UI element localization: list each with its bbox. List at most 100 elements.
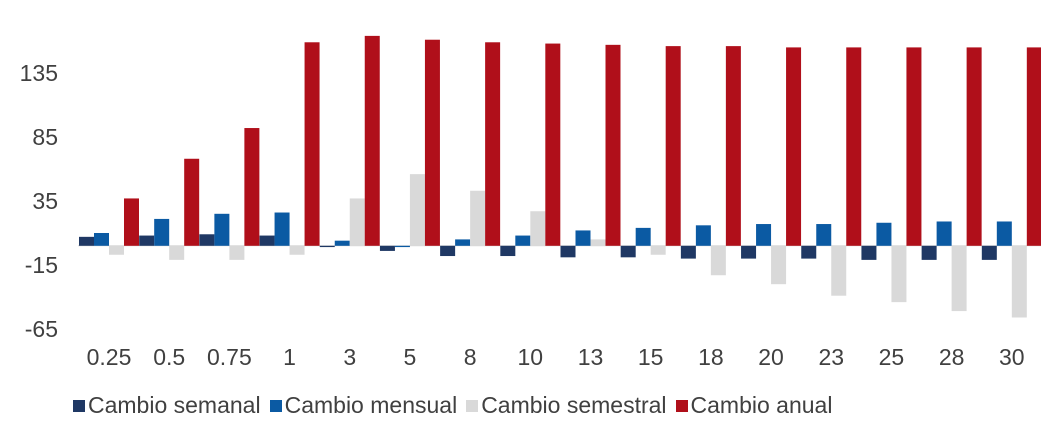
x-tick-label: 0.25 bbox=[87, 344, 132, 370]
bar-cambio-mensual bbox=[996, 221, 1012, 246]
bar-cambio-mensual bbox=[575, 230, 591, 246]
bar-cambio-mensual bbox=[214, 213, 230, 246]
bar-cambio-semanal bbox=[921, 245, 937, 260]
y-tick-label: -65 bbox=[25, 316, 58, 342]
bar-cambio-semestral bbox=[169, 245, 185, 260]
bar-cambio-anual bbox=[966, 47, 982, 246]
bar-cambio-mensual bbox=[515, 235, 531, 246]
bar-cambio-semanal bbox=[379, 245, 395, 251]
bar-cambio-semestral bbox=[470, 190, 486, 246]
bar-cambio-mensual bbox=[455, 239, 471, 246]
legend-label: Cambio mensual bbox=[284, 392, 458, 418]
bar-cambio-semanal bbox=[981, 245, 997, 260]
bar-cambio-semestral bbox=[771, 245, 787, 285]
x-tick-label: 10 bbox=[518, 344, 544, 370]
bar-cambio-semanal bbox=[440, 245, 456, 257]
bar-cambio-mensual bbox=[394, 245, 410, 248]
bar-cambio-semanal bbox=[680, 245, 696, 259]
bar-series bbox=[79, 35, 1041, 318]
legend-item: Cambio mensual bbox=[269, 392, 458, 419]
legend-swatch bbox=[269, 399, 282, 412]
bar-cambio-semestral bbox=[650, 245, 666, 255]
bar-cambio-semestral bbox=[1011, 245, 1027, 318]
legend-swatch bbox=[675, 399, 688, 412]
bar-cambio-anual bbox=[184, 158, 200, 246]
bar-cambio-anual bbox=[665, 46, 681, 246]
bar-cambio-semestral bbox=[831, 245, 847, 296]
legend-swatch bbox=[73, 399, 85, 412]
bar-cambio-semestral bbox=[710, 245, 726, 276]
bar-cambio-semanal bbox=[500, 245, 516, 257]
bar-cambio-semanal bbox=[199, 234, 215, 246]
bar-cambio-semestral bbox=[891, 245, 907, 303]
bar-cambio-mensual bbox=[756, 224, 772, 246]
bar-cambio-anual bbox=[485, 42, 501, 246]
bar-cambio-semestral bbox=[349, 198, 365, 246]
x-tick-label: 15 bbox=[638, 344, 664, 370]
bar-cambio-mensual bbox=[816, 224, 832, 246]
bar-cambio-semestral bbox=[409, 174, 425, 246]
legend-item: Cambio semestral bbox=[466, 392, 667, 419]
y-tick-label: 135 bbox=[20, 60, 58, 86]
legend: Cambio semanal Cambio mensual Cambio semes… bbox=[73, 392, 841, 419]
y-tick-label: 85 bbox=[32, 124, 58, 150]
legend-swatch bbox=[466, 399, 479, 412]
x-tick-label: 23 bbox=[818, 344, 844, 370]
x-tick-label: 20 bbox=[758, 344, 784, 370]
bar-cambio-anual bbox=[244, 128, 260, 246]
bar-cambio-semestral bbox=[590, 239, 606, 246]
x-axis-tick-labels: 0.25 0.5 0.75 1 3 5 8 10 13 15 18 20 23 25 28 30 bbox=[87, 344, 1025, 370]
bar-cambio-mensual bbox=[274, 212, 290, 246]
bar-cambio-anual bbox=[906, 47, 922, 246]
bar-cambio-anual bbox=[545, 43, 561, 246]
x-tick-label: 30 bbox=[999, 344, 1025, 370]
y-tick-label: 35 bbox=[32, 188, 58, 214]
bar-cambio-mensual bbox=[334, 240, 350, 246]
bar-cambio-mensual bbox=[695, 225, 711, 246]
x-tick-label: 5 bbox=[404, 344, 417, 370]
bar-cambio-semanal bbox=[861, 245, 877, 260]
bar-cambio-semanal bbox=[560, 245, 576, 258]
bar-cambio-mensual bbox=[876, 222, 892, 246]
x-tick-label: 18 bbox=[698, 344, 724, 370]
bar-cambio-semanal bbox=[741, 245, 757, 259]
bar-cambio-anual bbox=[304, 42, 320, 246]
bar-cambio-mensual bbox=[154, 218, 170, 246]
bar-cambio-mensual bbox=[635, 227, 651, 246]
legend-label: Cambio semestral bbox=[481, 392, 667, 418]
bar-cambio-anual bbox=[605, 44, 621, 246]
bar-cambio-semestral bbox=[289, 245, 305, 255]
bar-cambio-semestral bbox=[530, 211, 546, 246]
bar-cambio-anual bbox=[124, 198, 139, 246]
bar-cambio-anual bbox=[424, 39, 440, 246]
y-tick-label: -15 bbox=[25, 252, 58, 278]
x-tick-label: 28 bbox=[939, 344, 965, 370]
bar-cambio-anual bbox=[786, 47, 802, 246]
x-tick-label: 8 bbox=[464, 344, 477, 370]
x-tick-label: 0.75 bbox=[207, 344, 252, 370]
bar-cambio-semanal bbox=[259, 235, 275, 246]
bar-cambio-anual bbox=[846, 47, 862, 246]
bar-cambio-mensual bbox=[94, 233, 109, 246]
x-tick-label: 13 bbox=[578, 344, 604, 370]
legend-label: Cambio semanal bbox=[88, 392, 261, 418]
bar-cambio-mensual bbox=[936, 221, 952, 246]
bar-cambio-semanal bbox=[319, 245, 335, 248]
bar-cambio-anual bbox=[1026, 47, 1041, 246]
bar-cambio-semestral bbox=[109, 245, 124, 255]
legend-item: Cambio semanal bbox=[73, 392, 261, 419]
bar-cambio-semestral bbox=[951, 245, 967, 312]
legend-item: Cambio anual bbox=[675, 392, 833, 419]
bar-cambio-semanal bbox=[620, 245, 636, 258]
bar-cambio-anual bbox=[725, 46, 741, 246]
x-tick-label: 1 bbox=[283, 344, 296, 370]
x-tick-label: 3 bbox=[343, 344, 356, 370]
bar-cambio-semanal bbox=[139, 235, 155, 246]
bar-cambio-semanal bbox=[801, 245, 817, 259]
bar-cambio-anual bbox=[364, 35, 380, 246]
x-tick-label: 25 bbox=[879, 344, 905, 370]
bar-cambio-semanal bbox=[79, 236, 94, 246]
legend-label: Cambio anual bbox=[690, 392, 833, 418]
x-tick-label: 0.5 bbox=[153, 344, 185, 370]
